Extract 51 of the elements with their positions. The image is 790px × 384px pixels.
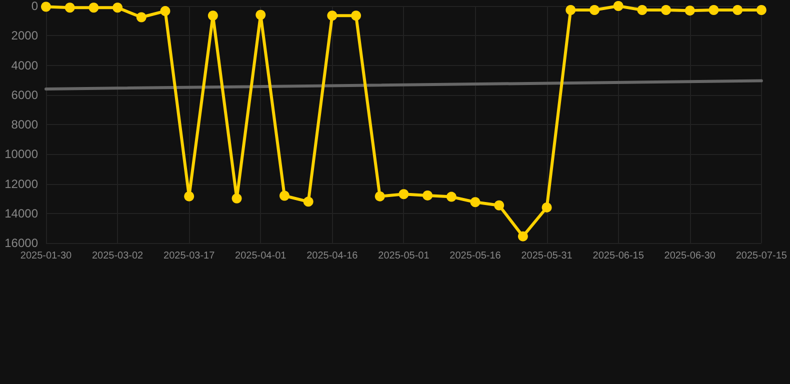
- point: [398, 189, 409, 200]
- point: [160, 6, 170, 16]
- point: [208, 10, 218, 21]
- point: [112, 2, 123, 13]
- y-tick-label: 0: [31, 0, 38, 13]
- y-tick-label: 12000: [4, 176, 38, 191]
- point: [374, 191, 385, 202]
- point: [184, 191, 194, 202]
- x-tick-label: 2025-05-01: [378, 250, 430, 262]
- y-tick-label: 2000: [11, 28, 38, 43]
- point: [303, 196, 314, 207]
- point: [542, 202, 552, 212]
- point: [41, 2, 51, 12]
- point: [351, 10, 362, 21]
- x-tick-label: 2025-04-01: [235, 250, 287, 262]
- point: [256, 10, 266, 20]
- point: [327, 10, 338, 21]
- point: [64, 2, 75, 13]
- point: [708, 5, 719, 15]
- y-tick-label: 14000: [4, 206, 38, 220]
- point: [518, 231, 528, 242]
- point: [470, 197, 480, 208]
- x-tick-label: 2025-05-31: [521, 250, 573, 262]
- point: [732, 5, 743, 15]
- x-tick-label: 2025-06-30: [664, 250, 716, 262]
- point: [637, 5, 648, 15]
- point: [232, 193, 242, 204]
- point: [494, 200, 504, 210]
- y-tick-label: 8000: [11, 118, 38, 132]
- point: [661, 5, 672, 15]
- point: [136, 12, 146, 22]
- point: [756, 5, 766, 15]
- x-tick-label: 2025-06-15: [592, 250, 644, 262]
- point: [613, 1, 624, 11]
- x-tick-label: 2025-03-02: [92, 250, 144, 262]
- y-tick-label: 6000: [11, 88, 38, 102]
- x-tick-label: 2025-05-16: [450, 250, 502, 262]
- point: [566, 5, 576, 15]
- point: [684, 6, 695, 16]
- x-tick-label: 2025-07-15: [736, 250, 788, 262]
- x-tick-label: 2025-03-17: [164, 250, 216, 262]
- x-tick-label: 2025-01-30: [20, 250, 72, 262]
- y-tick-label: 4000: [11, 58, 38, 72]
- y-tick-label: 10000: [4, 147, 38, 162]
- point: [446, 192, 456, 202]
- point: [590, 5, 600, 15]
- y-tick-label: 16000: [4, 236, 38, 250]
- point: [422, 190, 433, 200]
- x-tick-label: 2025-04-16: [306, 250, 358, 262]
- point: [279, 190, 290, 201]
- point: [88, 2, 99, 13]
